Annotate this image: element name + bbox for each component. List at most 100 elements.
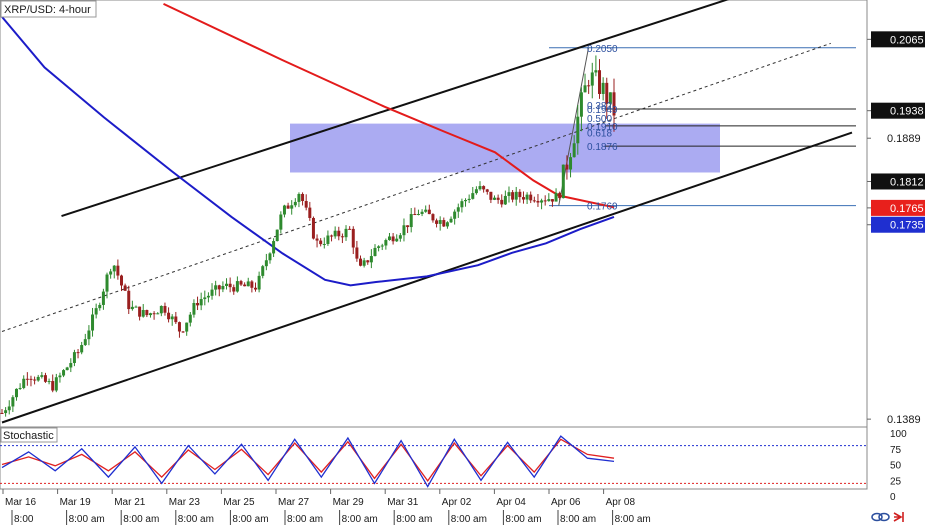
bearish-candle bbox=[391, 233, 395, 245]
bearish-candle bbox=[43, 372, 47, 383]
bullish-candle bbox=[112, 265, 116, 279]
bearish-candle bbox=[120, 274, 124, 292]
bearish-candle bbox=[366, 259, 370, 265]
bearish-candle bbox=[532, 196, 536, 203]
stochastic-tick: 100 bbox=[890, 429, 907, 440]
bearish-candle bbox=[351, 226, 355, 255]
bearish-candle bbox=[518, 189, 522, 203]
bullish-candle bbox=[380, 243, 384, 251]
bullish-candle bbox=[409, 208, 413, 233]
price-tag-label: 0.1735 bbox=[890, 220, 924, 232]
y-axis-label: 0.1889 bbox=[887, 133, 921, 145]
bearish-candle bbox=[330, 234, 334, 242]
x-date-label: Apr 04 bbox=[496, 497, 526, 508]
bearish-candle bbox=[521, 191, 525, 204]
bearish-candle bbox=[550, 199, 554, 207]
bullish-candle bbox=[18, 383, 22, 390]
bearish-candle bbox=[337, 226, 341, 241]
bullish-candle bbox=[246, 277, 250, 287]
bearish-candle bbox=[565, 155, 569, 180]
price-tag bbox=[871, 31, 925, 48]
bearish-candle bbox=[348, 226, 352, 230]
red-moving-average bbox=[163, 2, 615, 209]
price-tag-label: 0.2065 bbox=[890, 34, 924, 46]
x-time-label: 8:00 am bbox=[178, 514, 214, 525]
x-time-label: 8:00 am bbox=[560, 514, 596, 525]
bullish-candle bbox=[387, 233, 391, 241]
bearish-candle bbox=[177, 321, 181, 338]
bullish-candle bbox=[279, 211, 283, 234]
price-tag-label: 0.1938 bbox=[890, 106, 924, 118]
bearish-candle bbox=[304, 194, 308, 211]
bullish-candle bbox=[148, 312, 152, 318]
title-box bbox=[0, 0, 97, 18]
bullish-candle bbox=[272, 238, 276, 258]
link-icon[interactable] bbox=[871, 512, 890, 522]
bullish-candle bbox=[203, 290, 207, 306]
blue-moving-average bbox=[1, 16, 615, 287]
x-date-label: Mar 25 bbox=[223, 497, 255, 508]
scroll-to-end-icon[interactable] bbox=[893, 512, 904, 522]
x-date-label: Mar 21 bbox=[114, 497, 146, 508]
price-tag-label: 0.1765 bbox=[890, 203, 924, 215]
bullish-candle bbox=[83, 333, 87, 346]
bearish-candle bbox=[431, 213, 435, 223]
bullish-candle bbox=[362, 257, 366, 268]
bullish-candle bbox=[4, 407, 8, 417]
bullish-candle bbox=[14, 388, 18, 401]
main-plot-frame bbox=[0, 0, 868, 428]
bullish-candle bbox=[91, 307, 95, 337]
bullish-candle bbox=[492, 195, 496, 201]
price-tag-label: 0.1812 bbox=[890, 176, 924, 188]
bullish-candle bbox=[507, 186, 511, 203]
bullish-candle bbox=[377, 245, 381, 252]
chart-title: XRP/USD: 4-hour bbox=[4, 4, 91, 16]
bearish-candle bbox=[250, 280, 254, 293]
fib-label: 0.1769 bbox=[587, 202, 618, 213]
bullish-candle bbox=[264, 253, 268, 271]
bearish-candle bbox=[435, 218, 439, 228]
bearish-candle bbox=[217, 284, 221, 297]
bearish-candle bbox=[33, 376, 37, 385]
fib-label: 0.500 bbox=[587, 114, 612, 125]
bullish-candle bbox=[235, 276, 239, 293]
stochastic-tick: 75 bbox=[890, 445, 902, 456]
bullish-candle bbox=[109, 268, 113, 279]
bullish-candle bbox=[547, 193, 551, 202]
bullish-candle bbox=[467, 194, 471, 204]
bullish-candle bbox=[94, 303, 98, 319]
x-time-label: 8:00 am bbox=[451, 514, 487, 525]
bullish-candle bbox=[384, 238, 388, 250]
bearish-candle bbox=[174, 311, 178, 325]
bullish-candle bbox=[554, 188, 558, 202]
bullish-candle bbox=[257, 271, 261, 293]
bullish-candle bbox=[192, 299, 196, 318]
bullish-candle bbox=[170, 314, 174, 326]
price-tag bbox=[871, 216, 925, 233]
bearish-candle bbox=[500, 194, 504, 208]
bearish-candle bbox=[123, 283, 127, 291]
bullish-candle bbox=[7, 400, 11, 415]
bullish-candle bbox=[58, 372, 62, 383]
x-time-label: 8:00 am bbox=[69, 514, 105, 525]
bullish-candle bbox=[62, 369, 66, 378]
bullish-candle bbox=[159, 305, 163, 317]
x-date-label: Mar 29 bbox=[333, 497, 365, 508]
bullish-candle bbox=[464, 198, 468, 207]
bullish-candle bbox=[438, 216, 442, 231]
bullish-candle bbox=[540, 198, 544, 210]
bearish-candle bbox=[51, 374, 55, 393]
stochastic-k-line bbox=[1, 435, 615, 488]
bullish-candle bbox=[206, 292, 210, 303]
bullish-candle bbox=[402, 218, 406, 242]
stochastic-tick: 50 bbox=[890, 461, 902, 472]
x-time-label: 8:00 bbox=[14, 514, 34, 525]
bearish-candle bbox=[286, 202, 290, 209]
bullish-candle bbox=[579, 87, 583, 132]
x-date-label: Apr 02 bbox=[442, 497, 472, 508]
bullish-candle bbox=[11, 395, 15, 413]
bullish-candle bbox=[322, 237, 326, 249]
bullish-candle bbox=[221, 281, 225, 293]
stochastic-title-box bbox=[0, 427, 58, 443]
price-tag bbox=[871, 199, 925, 216]
